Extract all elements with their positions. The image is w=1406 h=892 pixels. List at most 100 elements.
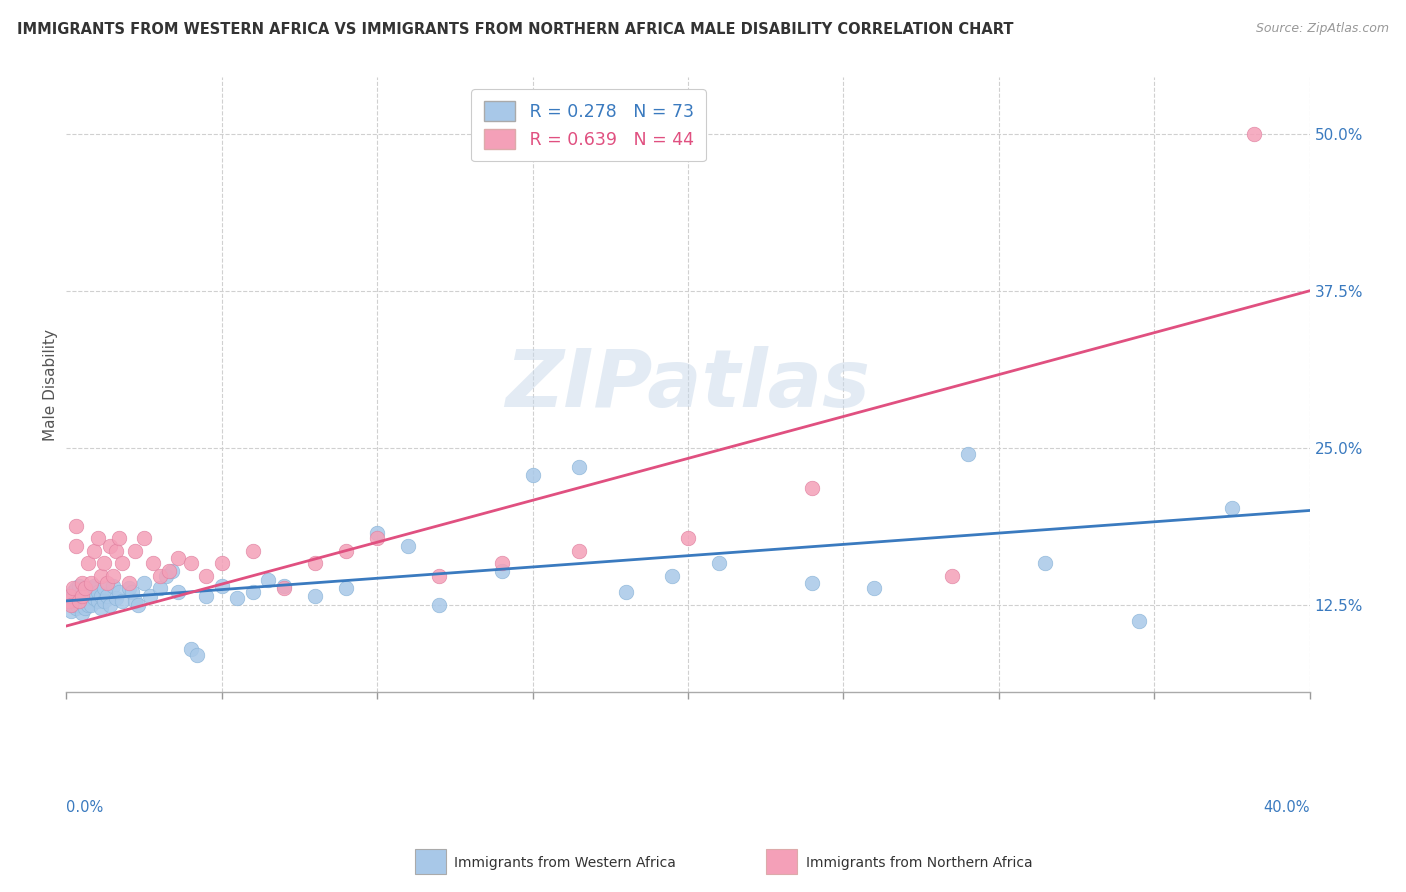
- Text: Immigrants from Western Africa: Immigrants from Western Africa: [454, 855, 676, 870]
- Point: [58, 594, 80, 608]
- Point: [77, 598, 100, 612]
- Point: [58, 589, 80, 603]
- Point: [62, 598, 84, 612]
- Point: [180, 556, 202, 570]
- Point: [676, 531, 699, 545]
- Point: [93, 556, 115, 570]
- Point: [157, 564, 180, 578]
- Point: [1243, 127, 1265, 141]
- Text: Source: ZipAtlas.com: Source: ZipAtlas.com: [1256, 22, 1389, 36]
- Text: ZIPatlas: ZIPatlas: [506, 346, 870, 424]
- Point: [941, 568, 963, 582]
- Point: [83, 543, 105, 558]
- Point: [90, 589, 112, 603]
- Point: [96, 576, 118, 591]
- Point: [90, 601, 112, 615]
- Point: [491, 556, 513, 570]
- Point: [101, 568, 124, 582]
- Point: [86, 594, 108, 608]
- Point: [427, 568, 450, 582]
- Point: [60, 604, 83, 618]
- Point: [522, 468, 544, 483]
- Point: [366, 531, 388, 545]
- Point: [76, 594, 98, 608]
- Point: [70, 576, 93, 591]
- Point: [108, 585, 131, 599]
- Point: [80, 598, 103, 612]
- Point: [83, 591, 105, 606]
- Point: [568, 543, 591, 558]
- Point: [180, 641, 202, 656]
- Point: [661, 568, 683, 582]
- Point: [304, 589, 326, 603]
- Point: [75, 582, 97, 596]
- Point: [69, 598, 91, 612]
- Point: [65, 582, 87, 596]
- Point: [105, 591, 128, 606]
- Point: [90, 568, 112, 582]
- Point: [105, 543, 128, 558]
- Point: [195, 568, 218, 582]
- Point: [83, 579, 105, 593]
- Point: [242, 585, 264, 599]
- Point: [127, 598, 149, 612]
- Point: [139, 589, 162, 603]
- Point: [242, 543, 264, 558]
- Text: IMMIGRANTS FROM WESTERN AFRICA VS IMMIGRANTS FROM NORTHERN AFRICA MALE DISABILIT: IMMIGRANTS FROM WESTERN AFRICA VS IMMIGR…: [17, 22, 1014, 37]
- Text: Immigrants from Northern Africa: Immigrants from Northern Africa: [806, 855, 1032, 870]
- Point: [160, 564, 183, 578]
- Point: [142, 556, 165, 570]
- Point: [155, 568, 177, 582]
- Point: [79, 591, 101, 606]
- Point: [65, 518, 87, 533]
- Point: [80, 576, 103, 591]
- Point: [167, 551, 190, 566]
- Point: [124, 594, 146, 608]
- Point: [77, 556, 100, 570]
- Point: [117, 576, 139, 591]
- Text: 0.0%: 0.0%: [66, 800, 104, 815]
- Point: [273, 579, 295, 593]
- Point: [1220, 500, 1243, 515]
- Point: [70, 594, 93, 608]
- Point: [62, 585, 84, 599]
- Point: [67, 579, 90, 593]
- Point: [70, 585, 93, 599]
- Point: [614, 585, 637, 599]
- Point: [186, 648, 208, 662]
- Point: [80, 582, 103, 596]
- Point: [366, 526, 388, 541]
- Point: [60, 598, 83, 612]
- Point: [58, 589, 80, 603]
- Point: [98, 598, 121, 612]
- Point: [62, 582, 84, 596]
- Point: [211, 579, 233, 593]
- Point: [801, 576, 824, 591]
- Point: [226, 591, 249, 606]
- Point: [195, 589, 218, 603]
- Point: [75, 589, 97, 603]
- Point: [111, 594, 134, 608]
- Point: [335, 543, 357, 558]
- Point: [58, 594, 80, 608]
- Point: [65, 601, 87, 615]
- Point: [396, 539, 419, 553]
- Point: [304, 556, 326, 570]
- Point: [77, 585, 100, 599]
- Point: [66, 598, 89, 612]
- Text: 40.0%: 40.0%: [1263, 800, 1309, 815]
- Point: [211, 556, 233, 570]
- Point: [257, 573, 280, 587]
- Point: [93, 582, 115, 596]
- Point: [75, 601, 97, 615]
- Point: [111, 556, 134, 570]
- Point: [707, 556, 730, 570]
- Point: [134, 576, 156, 591]
- Point: [67, 591, 90, 606]
- Point: [124, 543, 146, 558]
- Point: [491, 564, 513, 578]
- Point: [67, 594, 90, 608]
- Point: [96, 589, 118, 603]
- Point: [427, 598, 450, 612]
- Point: [70, 607, 93, 621]
